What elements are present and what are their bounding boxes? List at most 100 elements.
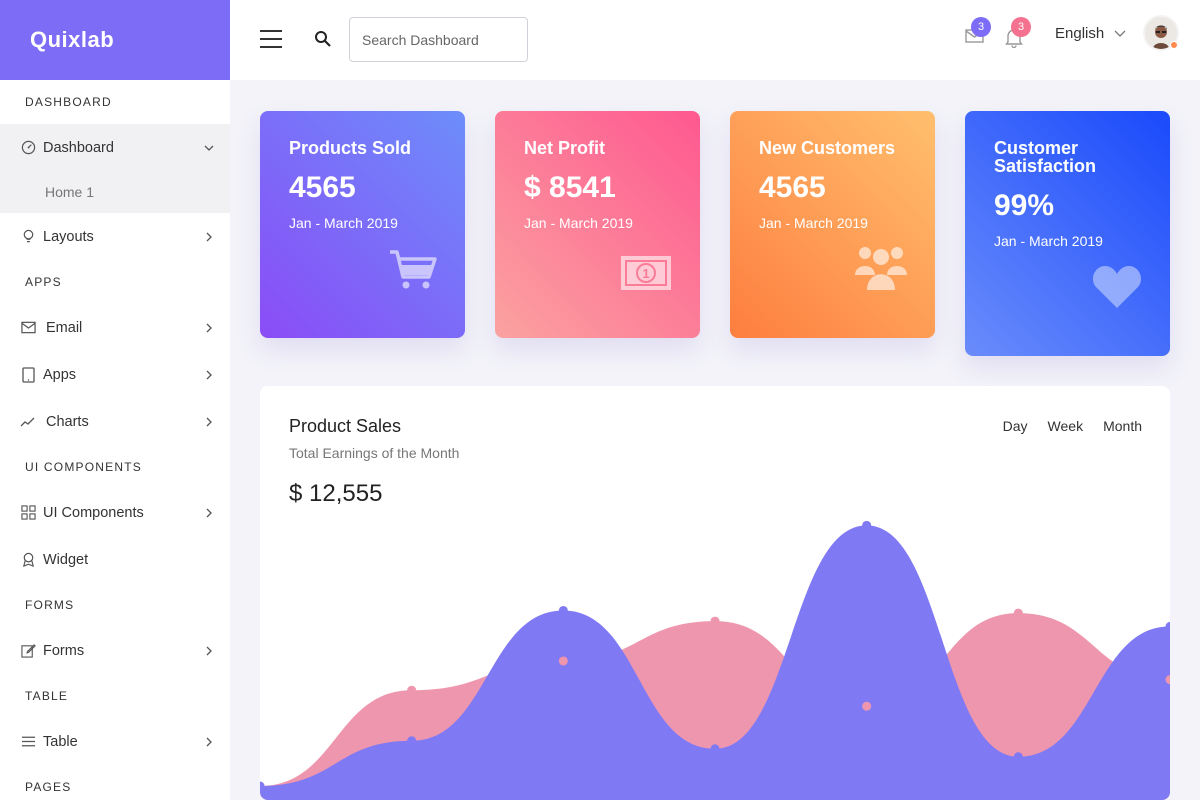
stat-card-products-sold: Products Sold 4565 Jan - March 2019 [260, 111, 465, 338]
users-icon [855, 243, 907, 296]
envelope-icon [20, 320, 36, 336]
product-sales-panel: Product Sales Total Earnings of the Mont… [260, 386, 1170, 800]
sidebar-item-dashboard[interactable]: Dashboard [0, 124, 230, 171]
chevron-down-icon [1114, 25, 1126, 42]
stat-card-title: New Customers [759, 138, 896, 158]
stat-card-title: Net Profit [524, 138, 605, 158]
section-pages: PAGES [25, 780, 72, 794]
language-selector[interactable]: English [1055, 25, 1126, 42]
tab-week[interactable]: Week [1047, 418, 1084, 434]
notification-count-badge: 3 [1011, 17, 1031, 37]
sidebar-item-label: Charts [46, 413, 89, 430]
section-table: TABLE [25, 689, 69, 703]
series-1-point[interactable] [862, 520, 872, 530]
section-ui-components: UI COMPONENTS [25, 460, 142, 474]
series-1-point[interactable] [407, 736, 417, 746]
panel-subtitle: Total Earnings of the Month [289, 445, 460, 461]
chevron-right-icon [204, 508, 214, 518]
sidebar-item-label: UI Components [43, 504, 144, 521]
cart-icon [389, 249, 437, 296]
series-0-point[interactable] [862, 701, 872, 711]
sidebar-item-email[interactable]: Email [0, 304, 230, 351]
sidebar-item-forms[interactable]: Forms [0, 627, 230, 674]
stat-card-value: $ 8541 [524, 171, 616, 204]
series-1-point[interactable] [1013, 752, 1023, 762]
section-forms: FORMS [25, 598, 75, 612]
stat-card-new-customers: New Customers 4565 Jan - March 2019 [730, 111, 935, 338]
tab-day[interactable]: Day [1002, 418, 1028, 434]
chevron-right-icon [204, 370, 214, 380]
series-1-point[interactable] [558, 605, 568, 615]
sidebar-item-charts[interactable]: Charts [0, 398, 230, 445]
stat-card-period: Jan - March 2019 [994, 233, 1103, 249]
language-label: English [1055, 25, 1105, 42]
sidebar-subitem-home1[interactable]: Home 1 [0, 171, 230, 213]
gauge-icon [20, 140, 36, 156]
grid-icon [20, 505, 36, 521]
sidebar-item-label: Widget [43, 551, 89, 568]
sidebar-item-label: Apps [43, 366, 77, 383]
total-earnings-value: $ 12,555 [289, 480, 383, 507]
sidebar: Quixlab DASHBOARD Dashboard Home 1 Layou… [0, 0, 230, 800]
sidebar-item-ui-components[interactable]: UI Components [0, 489, 230, 536]
trend-icon [20, 414, 36, 430]
series-1-area [260, 525, 1170, 800]
series-1-point[interactable] [260, 781, 265, 791]
search-icon[interactable] [314, 30, 332, 48]
brand-logo[interactable]: Quixlab [0, 0, 230, 80]
stat-card-period: Jan - March 2019 [524, 215, 633, 231]
dashboard-group: Dashboard Home 1 [0, 124, 230, 213]
series-0-point[interactable] [710, 616, 720, 626]
brand-name: Quixlab [30, 27, 115, 52]
sidebar-item-label: Layouts [43, 228, 94, 245]
series-0-point[interactable] [1165, 675, 1171, 685]
sidebar-item-widget[interactable]: Widget [0, 536, 230, 583]
sidebar-item-label: Table [43, 733, 78, 750]
stat-card-period: Jan - March 2019 [759, 215, 868, 231]
series-0-point[interactable] [558, 656, 568, 666]
chevron-right-icon [204, 323, 214, 333]
search-input[interactable] [349, 17, 528, 62]
stat-card-title: Products Sold [289, 138, 412, 158]
section-dashboard: DASHBOARD [25, 95, 112, 109]
series-1-point[interactable] [1165, 621, 1171, 631]
chevron-right-icon [204, 646, 214, 656]
sidebar-item-apps[interactable]: Apps [0, 351, 230, 398]
sidebar-item-label: Forms [43, 642, 85, 659]
badge-icon [20, 552, 36, 568]
panel-title: Product Sales [289, 416, 402, 436]
sidebar-item-label: Dashboard [43, 139, 114, 156]
chevron-right-icon [204, 417, 214, 427]
list-icon [20, 734, 36, 750]
topbar: 3 3 English [230, 0, 1200, 80]
stat-card-customer-satisfaction: Customer Satisfaction 99% Jan - March 20… [965, 111, 1170, 356]
stat-card-period: Jan - March 2019 [289, 215, 398, 231]
section-apps: APPS [25, 275, 62, 289]
series-0-point[interactable] [1013, 608, 1023, 618]
stat-card-value: 4565 [289, 171, 356, 204]
chevron-right-icon [204, 232, 214, 242]
mail-count-badge: 3 [971, 17, 991, 37]
stat-card-value: 4565 [759, 171, 826, 204]
series-0-point[interactable] [407, 685, 417, 695]
sidebar-subitem-label: Home 1 [45, 184, 95, 200]
period-tabs: Day Week Month [1003, 418, 1142, 434]
stat-card-title: Customer Satisfaction [994, 138, 1097, 176]
online-status-dot [1170, 41, 1178, 49]
heart-icon [1092, 265, 1142, 314]
sidebar-item-table[interactable]: Table [0, 718, 230, 765]
sidebar-item-layouts[interactable]: Layouts [0, 213, 230, 260]
sidebar-item-label: Email [46, 319, 83, 336]
chevron-down-icon [204, 143, 214, 153]
stat-card-net-profit: Net Profit $ 8541 Jan - March 2019 1 [495, 111, 700, 338]
stat-card-value: 99% [994, 189, 1055, 222]
lightbulb-icon [20, 229, 36, 245]
series-1-point[interactable] [710, 744, 720, 754]
tablet-icon [20, 366, 36, 383]
hamburger-menu-icon[interactable] [260, 29, 282, 49]
money-icon: 1 [620, 255, 672, 296]
product-sales-chart [260, 520, 1171, 800]
tab-month[interactable]: Month [1103, 418, 1142, 434]
chevron-right-icon [204, 737, 214, 747]
edit-icon [20, 643, 36, 659]
